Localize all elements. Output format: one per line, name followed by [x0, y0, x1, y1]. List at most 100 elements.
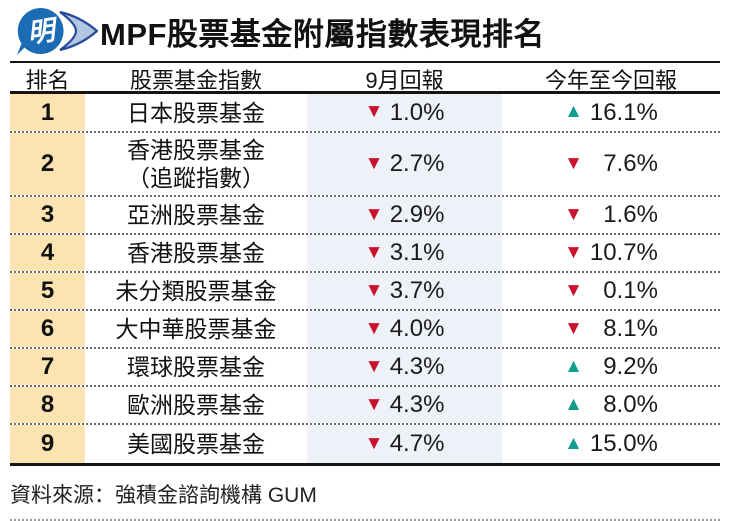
fund-name-line: 香港股票基金 — [127, 137, 265, 163]
fund-name-cell: 亞洲股票基金 — [85, 197, 307, 233]
down-triangle-icon: ▼ — [364, 355, 384, 377]
september-return-value: 3.1% — [389, 239, 445, 266]
masthead: 明 MPF股票基金附屬指數表現排名 — [10, 6, 720, 56]
september-return-value: 4.3% — [389, 353, 445, 380]
rank-cell: 7 — [10, 349, 85, 385]
table-row: 9 美國股票基金 ▼ 4.7% ▲ 15.0% — [10, 425, 720, 466]
rank-cell: 8 — [10, 387, 85, 423]
ytd-return-value: 15.0% — [589, 430, 658, 457]
fund-name-line: 美國股票基金 — [127, 431, 265, 457]
september-return-cell: ▼ 4.0% — [307, 311, 502, 347]
fund-name-line: 香港股票基金 — [127, 240, 265, 266]
up-triangle-icon: ▲ — [564, 432, 583, 454]
fund-name-line: 未分類股票基金 — [115, 278, 277, 304]
september-return-cell: ▼ 2.9% — [307, 197, 502, 233]
september-return-cell: ▼ 4.3% — [307, 349, 502, 385]
down-triangle-icon: ▼ — [564, 152, 583, 174]
source-note: 資料來源：強積金諮詢機構 GUM — [10, 466, 720, 521]
rank-cell: 4 — [10, 235, 85, 271]
fund-name-cell: 日本股票基金 — [85, 94, 307, 131]
down-triangle-icon: ▼ — [364, 203, 384, 225]
september-return-value: 4.0% — [389, 315, 445, 342]
ytd-return-value: 16.1% — [589, 98, 658, 126]
ytd-return-value: 8.0% — [603, 391, 658, 418]
september-return-value: 3.7% — [389, 277, 445, 304]
down-triangle-icon: ▼ — [364, 393, 384, 415]
up-triangle-icon: ▲ — [564, 101, 583, 122]
ytd-return-cell: ▲ 8.0% — [502, 387, 720, 423]
september-return-value: 4.7% — [389, 430, 445, 457]
ytd-return-value: 9.2% — [603, 353, 658, 380]
table-row: 6 大中華股票基金 ▼ 4.0% ▼ 8.1% — [10, 311, 720, 349]
down-triangle-icon: ▼ — [564, 241, 583, 263]
table-header-row: 排名 股票基金指數 9月回報 今年至今回報 — [10, 61, 720, 94]
ytd-return-cell: ▲ 15.0% — [502, 425, 720, 463]
rank-cell: 1 — [10, 94, 85, 131]
fund-name-line: 大中華股票基金 — [115, 316, 277, 342]
down-triangle-icon: ▼ — [364, 152, 384, 174]
down-triangle-icon: ▼ — [564, 317, 583, 339]
ytd-return-cell: ▲ 16.1% — [502, 94, 720, 131]
ytd-return-value: 1.6% — [603, 201, 658, 228]
column-header-september-return: 9月回報 — [365, 68, 444, 93]
ytd-return-cell: ▼ 10.7% — [502, 235, 720, 271]
column-header-rank: 排名 — [25, 68, 70, 93]
column-header-ytd-return: 今年至今回報 — [544, 68, 677, 93]
ytd-return-cell: ▼ 1.6% — [502, 197, 720, 233]
rank-cell: 3 — [10, 197, 85, 233]
table-row: 3 亞洲股票基金 ▼ 2.9% ▼ 1.6% — [10, 197, 720, 235]
footer: 資料來源：強積金諮詢機構 GUM — [10, 466, 720, 521]
down-triangle-icon: ▼ — [564, 203, 583, 225]
fund-name-cell: 歐洲股票基金 — [85, 387, 307, 423]
september-return-cell: ▼ 1.0% — [307, 94, 502, 131]
fund-name-cell: 香港股票基金 （追蹤指數） — [85, 133, 307, 195]
fund-name-line: 亞洲股票基金 — [127, 202, 265, 228]
rank-cell: 6 — [10, 311, 85, 347]
up-triangle-icon: ▲ — [564, 355, 583, 377]
table-row: 2 香港股票基金 （追蹤指數） ▼ 2.7% ▼ 7.6% — [10, 133, 720, 197]
rank-cell: 2 — [10, 133, 85, 195]
september-return-cell: ▼ 4.7% — [307, 425, 502, 463]
september-return-cell: ▼ 3.7% — [307, 273, 502, 309]
table-body: 1 日本股票基金 ▼ 1.0% ▲ 16.1% 2 香港股票基金 （追蹤指數） ▼… — [10, 94, 720, 466]
table-row: 8 歐洲股票基金 ▼ 4.3% ▲ 8.0% — [10, 387, 720, 425]
fund-name-cell: 香港股票基金 — [85, 235, 307, 271]
fund-name-cell: 美國股票基金 — [85, 425, 307, 463]
september-return-value: 2.7% — [389, 150, 445, 177]
down-triangle-icon: ▼ — [364, 317, 384, 339]
ytd-return-cell: ▼ 7.6% — [502, 133, 720, 195]
fund-name-line: 日本股票基金 — [127, 99, 265, 126]
september-return-cell: ▼ 2.7% — [307, 133, 502, 195]
down-triangle-icon: ▼ — [364, 279, 384, 301]
down-triangle-icon: ▼ — [364, 241, 384, 263]
fund-name-cell: 環球股票基金 — [85, 349, 307, 385]
rank-cell: 9 — [10, 425, 85, 463]
ytd-return-cell: ▲ 9.2% — [502, 349, 720, 385]
page-title: MPF股票基金附屬指數表現排名 — [100, 16, 545, 52]
ytd-return-value: 0.1% — [603, 277, 658, 304]
table-row: 7 環球股票基金 ▼ 4.3% ▲ 9.2% — [10, 349, 720, 387]
ytd-return-value: 10.7% — [589, 239, 658, 266]
september-return-cell: ▼ 4.3% — [307, 387, 502, 423]
fund-name-cell: 大中華股票基金 — [85, 311, 307, 347]
ytd-return-cell: ▼ 8.1% — [502, 311, 720, 347]
september-return-value: 4.3% — [389, 391, 445, 418]
ytd-return-cell: ▼ 0.1% — [502, 273, 720, 309]
mingpao-logo-icon: 明 — [17, 7, 98, 56]
ytd-return-value: 8.1% — [603, 315, 658, 342]
table-row: 1 日本股票基金 ▼ 1.0% ▲ 16.1% — [10, 94, 720, 133]
up-triangle-icon: ▲ — [564, 393, 583, 415]
down-triangle-icon: ▼ — [364, 101, 384, 122]
table-row: 5 未分類股票基金 ▼ 3.7% ▼ 0.1% — [10, 273, 720, 311]
rank-cell: 5 — [10, 273, 85, 309]
down-triangle-icon: ▼ — [564, 279, 583, 301]
ytd-return-value: 7.6% — [603, 150, 658, 177]
down-triangle-icon: ▼ — [364, 432, 384, 454]
fund-name-cell: 未分類股票基金 — [85, 273, 307, 309]
table-row: 4 香港股票基金 ▼ 3.1% ▼ 10.7% — [10, 235, 720, 273]
fund-name-line: 歐洲股票基金 — [127, 392, 265, 418]
september-return-value: 1.0% — [389, 98, 445, 126]
column-header-fund-index: 股票基金指數 — [129, 68, 262, 93]
september-return-cell: ▼ 3.1% — [307, 235, 502, 271]
